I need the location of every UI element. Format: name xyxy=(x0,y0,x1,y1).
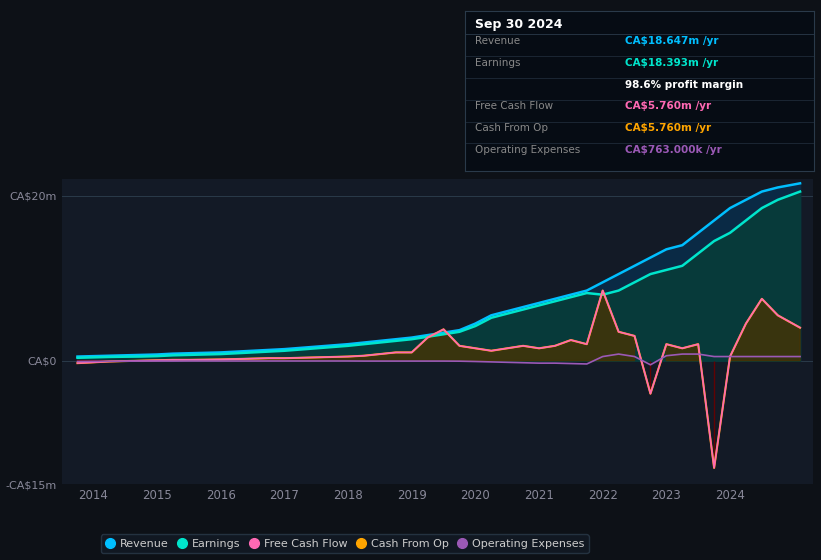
Text: CA$5.760m /yr: CA$5.760m /yr xyxy=(626,101,711,111)
Legend: Revenue, Earnings, Free Cash Flow, Cash From Op, Operating Expenses: Revenue, Earnings, Free Cash Flow, Cash … xyxy=(101,534,589,553)
Text: Free Cash Flow: Free Cash Flow xyxy=(475,101,553,111)
Text: CA$18.647m /yr: CA$18.647m /yr xyxy=(626,36,718,46)
Text: Sep 30 2024: Sep 30 2024 xyxy=(475,17,562,31)
Text: Operating Expenses: Operating Expenses xyxy=(475,145,580,155)
Text: CA$18.393m /yr: CA$18.393m /yr xyxy=(626,58,718,68)
Text: CA$763.000k /yr: CA$763.000k /yr xyxy=(626,145,722,155)
Text: Cash From Op: Cash From Op xyxy=(475,123,548,133)
Text: CA$5.760m /yr: CA$5.760m /yr xyxy=(626,123,711,133)
Text: Revenue: Revenue xyxy=(475,36,521,46)
Text: Earnings: Earnings xyxy=(475,58,521,68)
Text: 98.6% profit margin: 98.6% profit margin xyxy=(626,80,743,90)
